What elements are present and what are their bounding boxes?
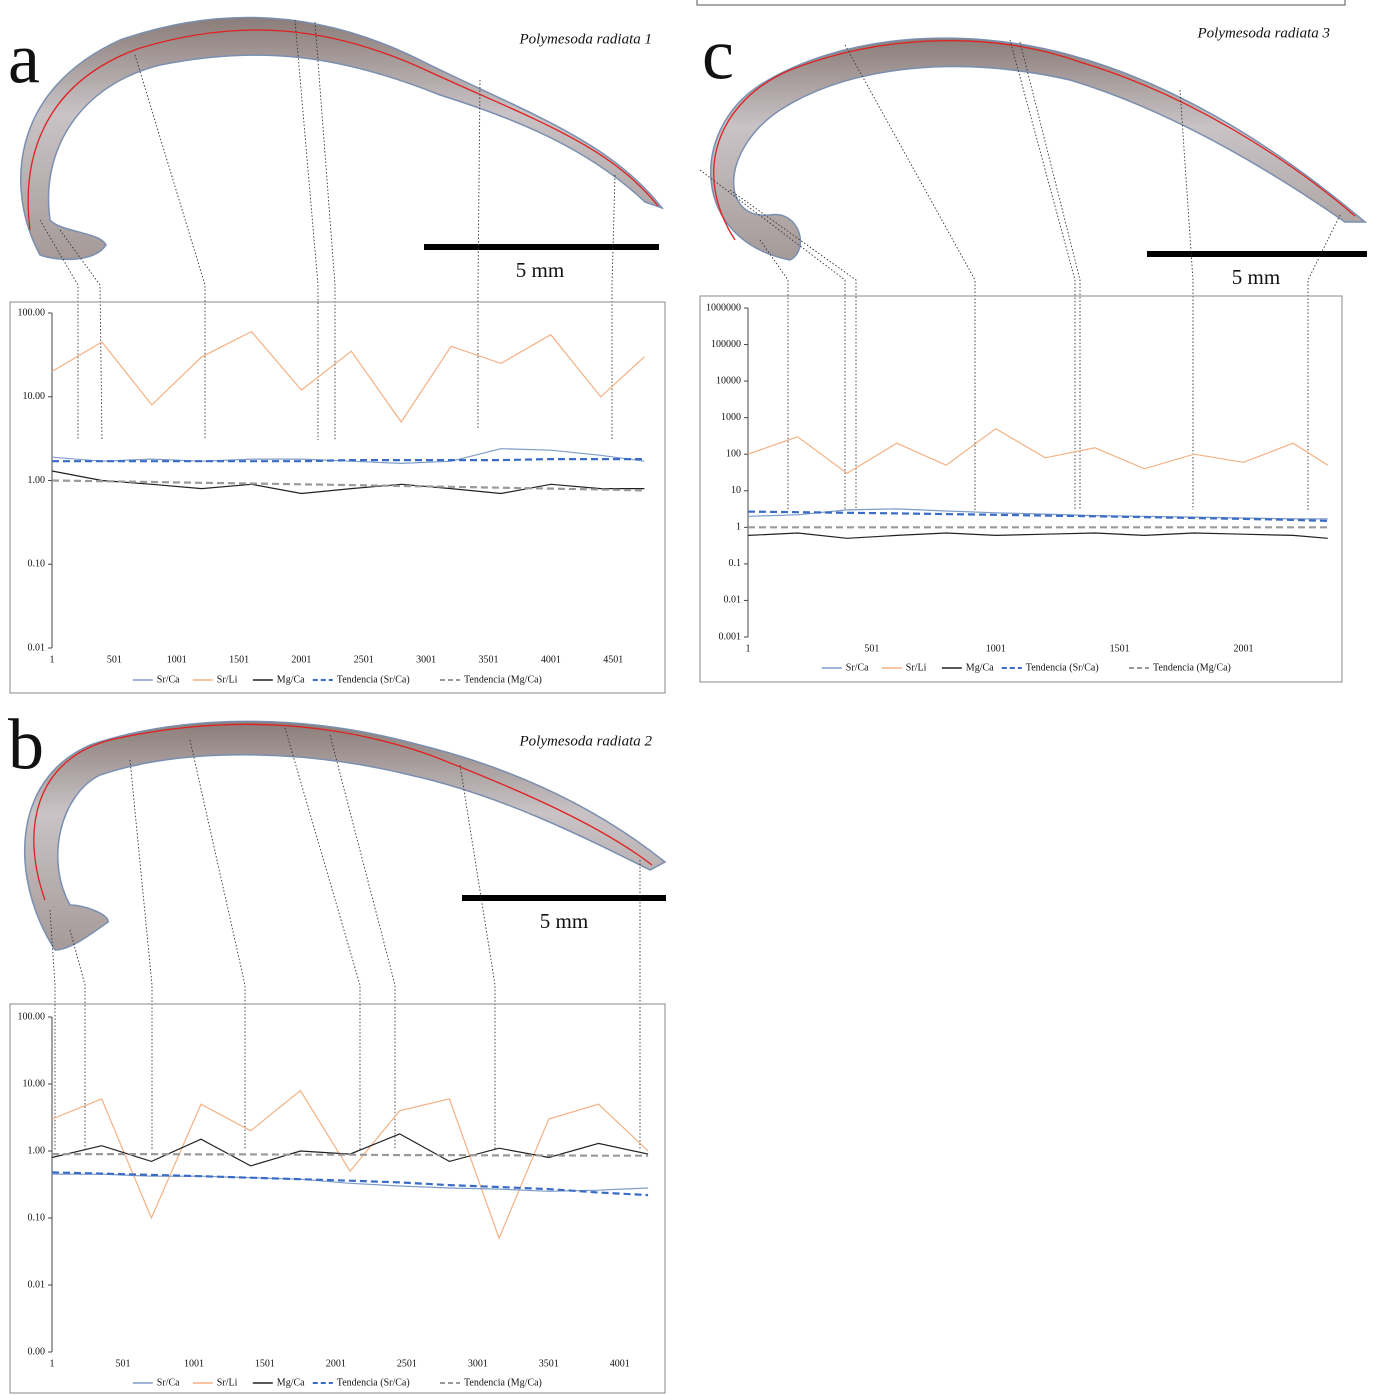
series-line (52, 1173, 649, 1192)
y-tick-label: 1.00 (28, 475, 46, 486)
scale-label: 5 mm (516, 258, 564, 282)
specimen-name: Polymesoda radiata 2 (519, 733, 653, 749)
scale-label: 5 mm (1232, 265, 1280, 289)
series-line (51, 470, 645, 495)
y-tick-label: 100.00 (18, 307, 46, 318)
caption-box (696, 0, 1346, 6)
series-line (51, 1133, 649, 1167)
x-tick-label: 1501 (229, 654, 249, 665)
legend-label: Sr/Li (906, 662, 927, 673)
x-tick-label: 1001 (986, 643, 1006, 654)
chart-frame (9, 301, 666, 694)
x-tick-label: 3001 (416, 654, 436, 665)
legend-label: Mg/Ca (277, 674, 305, 685)
y-tick-label: 10.00 (23, 391, 46, 402)
x-tick-label: 1001 (167, 654, 187, 665)
y-tick-label: 0.001 (719, 631, 742, 642)
series-line (51, 479, 645, 492)
y-tick-label: 0.01 (28, 642, 46, 653)
x-tick-label: 1 (50, 1358, 55, 1369)
legend-label: Sr/Li (217, 674, 238, 685)
y-tick-label: 0.10 (28, 1212, 46, 1223)
y-tick-label: 0.10 (28, 559, 46, 570)
shell-image (23, 720, 667, 951)
series-line (747, 508, 1328, 520)
x-tick-label: 1 (746, 643, 751, 654)
y-tick-label: 1000 (721, 412, 741, 423)
y-tick-label: 10 (731, 485, 741, 496)
x-tick-label: 3001 (468, 1358, 488, 1369)
series-line (747, 510, 1328, 522)
x-tick-label: 4001 (610, 1358, 630, 1369)
x-tick-label: 501 (864, 643, 879, 654)
panel-letter: b (8, 705, 44, 785)
x-tick-label: 501 (115, 1358, 130, 1369)
legend-label: Sr/Ca (846, 662, 869, 673)
x-tick-label: 4001 (541, 654, 561, 665)
legend-label: Mg/Ca (966, 662, 994, 673)
x-tick-label: 2001 (326, 1358, 346, 1369)
series-line (51, 330, 645, 424)
shell-image (710, 37, 1368, 261)
y-tick-label: 0.01 (28, 1279, 46, 1290)
y-tick-label: 100000 (711, 339, 741, 350)
panel-letter: a (8, 19, 40, 99)
x-tick-label: 2501 (354, 654, 374, 665)
connector-lines (39, 19, 1341, 1150)
legend-label: Tendencia (Sr/Ca) (337, 1377, 410, 1388)
x-tick-label: 4501 (603, 654, 623, 665)
y-tick-label: 0.00 (28, 1346, 46, 1357)
x-tick-label: 2501 (397, 1358, 417, 1369)
scale-label: 5 mm (540, 909, 588, 933)
x-tick-label: 2001 (1234, 643, 1254, 654)
y-tick-label: 1 (736, 522, 741, 533)
specimen-name: Polymesoda radiata 3 (1197, 25, 1331, 41)
y-tick-label: 0.1 (729, 558, 742, 569)
series-line (747, 532, 1328, 539)
y-tick-label: 10.00 (23, 1078, 46, 1089)
y-tick-label: 1000000 (706, 302, 741, 313)
chart-frame (9, 1003, 666, 1394)
legend-label: Sr/Li (217, 1377, 238, 1388)
series-line (51, 1089, 649, 1240)
shell-image (19, 16, 665, 261)
y-tick-label: 100.00 (18, 1011, 46, 1022)
specimen-name: Polymesoda radiata 1 (519, 31, 653, 47)
x-tick-label: 1001 (184, 1358, 204, 1369)
legend-label: Tendencia (Mg/Ca) (464, 1377, 542, 1388)
series-line (51, 1171, 649, 1197)
y-tick-label: 10000 (716, 375, 741, 386)
series-line (52, 1153, 649, 1157)
panel-letter: c (702, 15, 734, 95)
series-line (52, 458, 645, 463)
y-tick-label: 0.01 (724, 595, 742, 606)
legend-label: Tendencia (Sr/Ca) (1026, 662, 1099, 673)
x-tick-label: 1501 (1110, 643, 1130, 654)
y-tick-label: 100 (726, 449, 741, 460)
y-tick-label: 1.00 (28, 1145, 46, 1156)
chart-frame (699, 295, 1343, 683)
legend-label: Mg/Ca (277, 1377, 305, 1388)
legend-label: Tendencia (Sr/Ca) (337, 674, 410, 685)
legend-label: Sr/Ca (157, 1377, 180, 1388)
x-tick-label: 2001 (291, 654, 311, 665)
x-tick-label: 501 (107, 654, 122, 665)
legend-label: Tendencia (Mg/Ca) (1153, 662, 1231, 673)
x-tick-label: 1 (50, 654, 55, 665)
x-tick-label: 3501 (539, 1358, 559, 1369)
legend-label: Sr/Ca (157, 674, 180, 685)
legend-label: Tendencia (Mg/Ca) (464, 674, 542, 685)
series-line (747, 427, 1329, 475)
x-tick-label: 1501 (255, 1358, 275, 1369)
x-tick-label: 3501 (478, 654, 498, 665)
